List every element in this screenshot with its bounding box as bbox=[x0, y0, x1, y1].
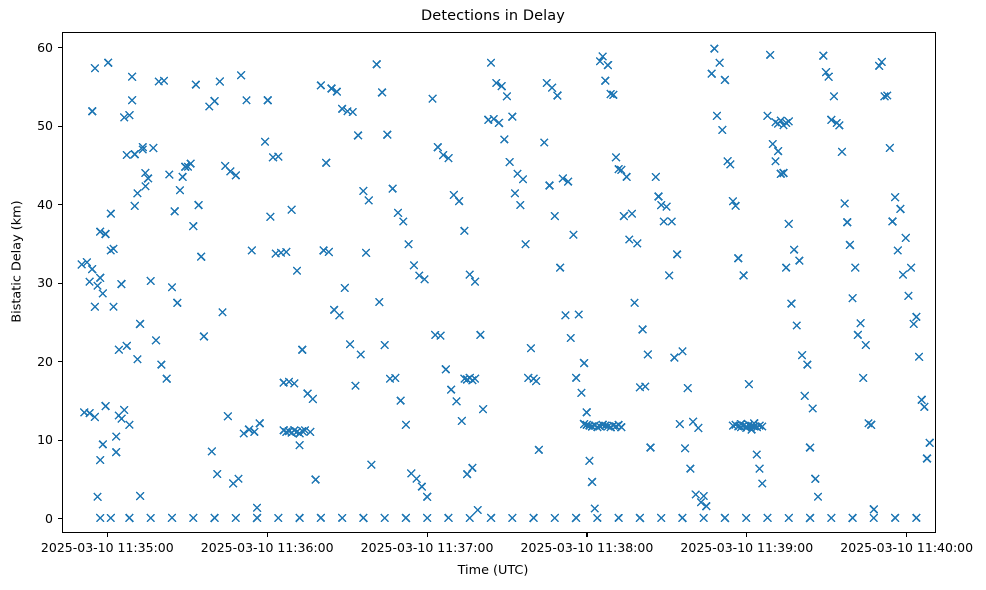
scatter-markers bbox=[77, 44, 935, 523]
x-axis-tick-label: 2025-03-10 11:40:00 bbox=[840, 540, 974, 555]
y-axis-tick bbox=[58, 282, 62, 284]
x-axis-tick-label: 2025-03-10 11:36:00 bbox=[200, 540, 334, 555]
x-axis-tick-label: 2025-03-10 11:35:00 bbox=[40, 540, 174, 555]
y-axis-tick bbox=[58, 361, 62, 363]
y-axis-tick bbox=[58, 204, 62, 206]
y-axis-tick bbox=[58, 125, 62, 127]
y-axis-tick-label: 40 bbox=[37, 196, 53, 212]
scatter-series-detections bbox=[77, 44, 935, 523]
x-axis-tick bbox=[906, 533, 908, 537]
y-axis-tick-label: 30 bbox=[37, 275, 53, 291]
x-axis-tick bbox=[106, 533, 108, 537]
x-axis-label: Time (UTC) bbox=[457, 563, 529, 578]
plot-axes bbox=[62, 32, 936, 533]
y-axis-tick-label: 0 bbox=[45, 510, 53, 526]
x-axis-tick bbox=[266, 533, 268, 537]
x-axis-tick-label: 2025-03-10 11:37:00 bbox=[360, 540, 494, 555]
x-axis-tick bbox=[426, 533, 428, 537]
x-axis-tick-label: 2025-03-10 11:39:00 bbox=[680, 540, 814, 555]
y-axis-tick-label: 60 bbox=[37, 39, 53, 55]
y-axis-tick bbox=[58, 518, 62, 520]
y-axis-label: Bistatic Delay (km) bbox=[9, 200, 25, 323]
y-axis-tick bbox=[58, 439, 62, 441]
x-axis-tick bbox=[586, 533, 588, 537]
y-axis-tick-label: 50 bbox=[37, 118, 53, 134]
x-axis-tick bbox=[746, 533, 748, 537]
chart-title: Detections in Delay bbox=[421, 8, 565, 24]
scatter-plot-area bbox=[63, 33, 935, 532]
x-axis-tick-label: 2025-03-10 11:38:00 bbox=[520, 540, 654, 555]
y-axis-tick-label: 20 bbox=[37, 353, 53, 369]
y-axis-tick bbox=[58, 47, 62, 49]
y-axis-tick-label: 10 bbox=[37, 432, 53, 448]
